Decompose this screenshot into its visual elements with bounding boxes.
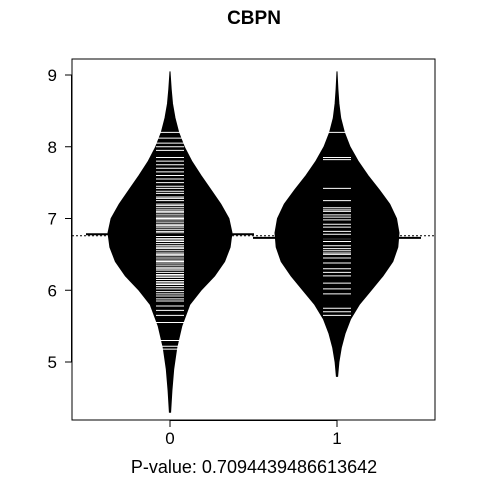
y-tick-label: 8 (48, 138, 57, 157)
y-axis: 5 6 7 8 9 (48, 66, 72, 372)
y-tick-label: 9 (48, 66, 57, 85)
y-tick-label: 6 (48, 281, 57, 300)
x-tick-label: 1 (332, 429, 341, 448)
x-tick-label: 0 (165, 429, 174, 448)
y-tick-label: 5 (48, 353, 57, 372)
y-tick-label: 7 (48, 210, 57, 229)
chart-title: CBPN (227, 8, 281, 29)
plot-area (72, 71, 435, 413)
x-axis-label: P-value: 0.7094439486613642 (131, 457, 377, 477)
